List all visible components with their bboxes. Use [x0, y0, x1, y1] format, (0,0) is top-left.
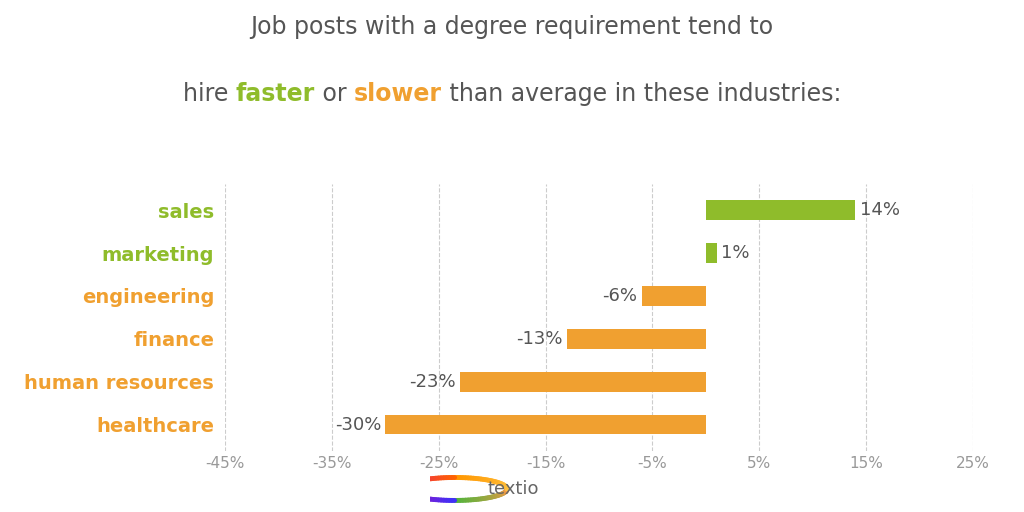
Bar: [460, 372, 706, 392]
Text: -30%: -30%: [335, 416, 381, 434]
Text: faster: faster: [236, 82, 314, 106]
Bar: [567, 329, 706, 349]
Text: -13%: -13%: [516, 330, 563, 348]
Bar: [706, 243, 717, 263]
Bar: [642, 286, 706, 306]
Text: or: or: [314, 82, 354, 106]
Text: slower: slower: [354, 82, 442, 106]
Text: hire: hire: [182, 82, 236, 106]
Text: than average in these industries:: than average in these industries:: [442, 82, 842, 106]
Text: 14%: 14%: [859, 201, 900, 219]
Bar: [385, 415, 706, 435]
Bar: [706, 200, 855, 220]
Text: -6%: -6%: [602, 287, 638, 305]
Text: Job posts with a degree requirement tend to: Job posts with a degree requirement tend…: [251, 15, 773, 39]
Text: -23%: -23%: [410, 373, 456, 391]
Text: 1%: 1%: [721, 244, 750, 262]
Text: textio: textio: [487, 480, 539, 498]
